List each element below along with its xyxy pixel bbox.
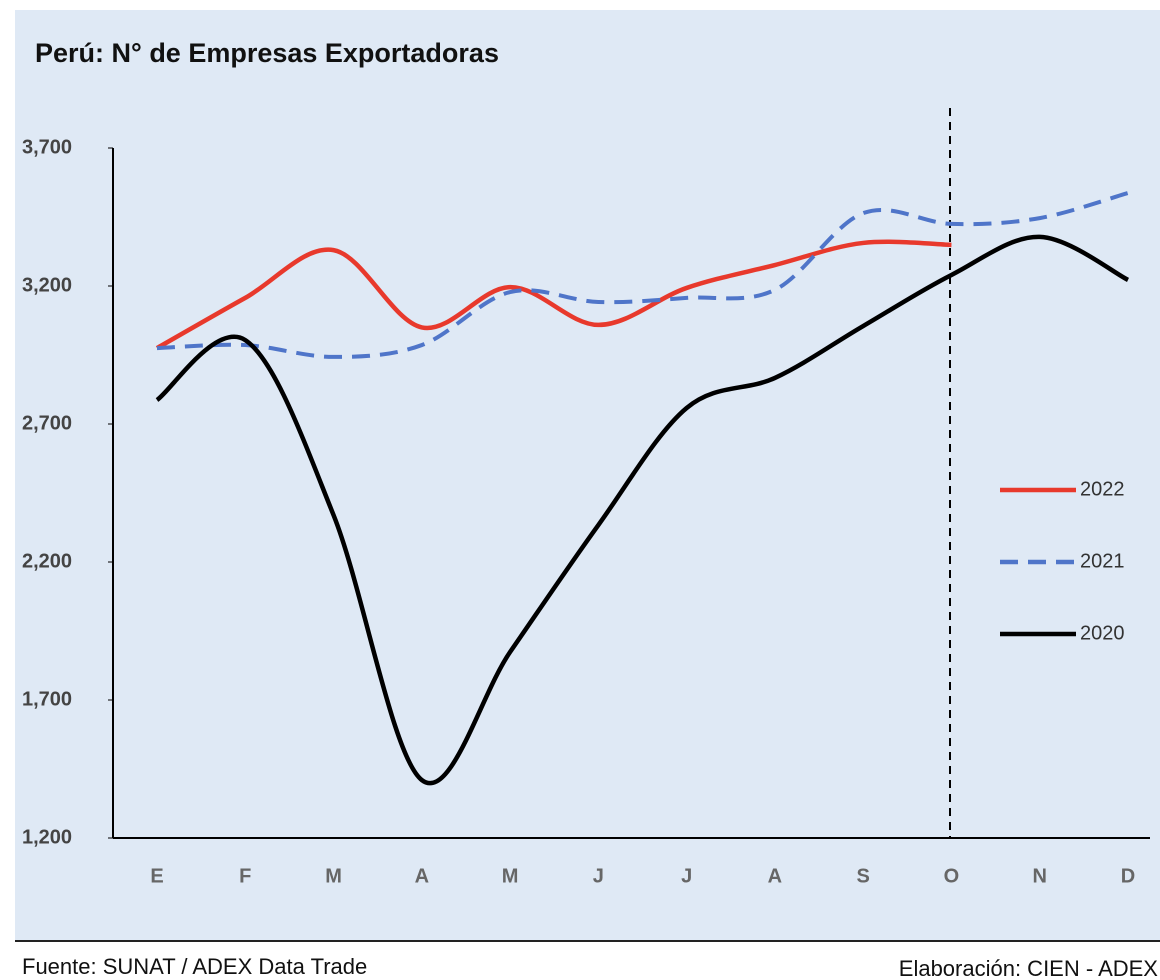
x-tick-label: J xyxy=(681,865,692,887)
y-tick-label: 2,200 xyxy=(22,550,72,572)
y-tick-label: 1,200 xyxy=(22,826,72,848)
x-tick-label: M xyxy=(325,865,342,887)
x-tick-label: D xyxy=(1121,865,1135,887)
x-tick-label: E xyxy=(150,865,163,887)
x-tick-label: S xyxy=(857,865,870,887)
x-tick-label: J xyxy=(593,865,604,887)
source-note: Fuente: SUNAT / ADEX Data Trade xyxy=(22,954,367,979)
y-tick-label: 3,700 xyxy=(22,136,72,158)
plot-background xyxy=(15,10,1160,940)
series-line xyxy=(156,191,1129,359)
credit-note: Elaboración: CIEN - ADEX xyxy=(899,956,1159,980)
x-tick-label: M xyxy=(502,865,519,887)
legend-label: 2022 xyxy=(1080,478,1125,500)
legend-label: 2021 xyxy=(1080,550,1125,572)
series-line xyxy=(155,239,952,351)
x-tick-label: N xyxy=(1033,865,1047,887)
y-tick-label: 2,700 xyxy=(22,412,72,434)
x-tick-label: A xyxy=(415,865,429,887)
series-line xyxy=(155,234,1130,786)
legend-label: 2020 xyxy=(1080,622,1125,644)
x-tick-label: A xyxy=(768,865,782,887)
x-tick-label: F xyxy=(239,865,251,887)
y-tick-label: 3,200 xyxy=(22,274,72,296)
y-tick-label: 1,700 xyxy=(22,688,72,710)
x-tick-label: O xyxy=(944,865,960,887)
chart-title: Perú: N° de Empresas Exportadoras xyxy=(35,38,499,68)
